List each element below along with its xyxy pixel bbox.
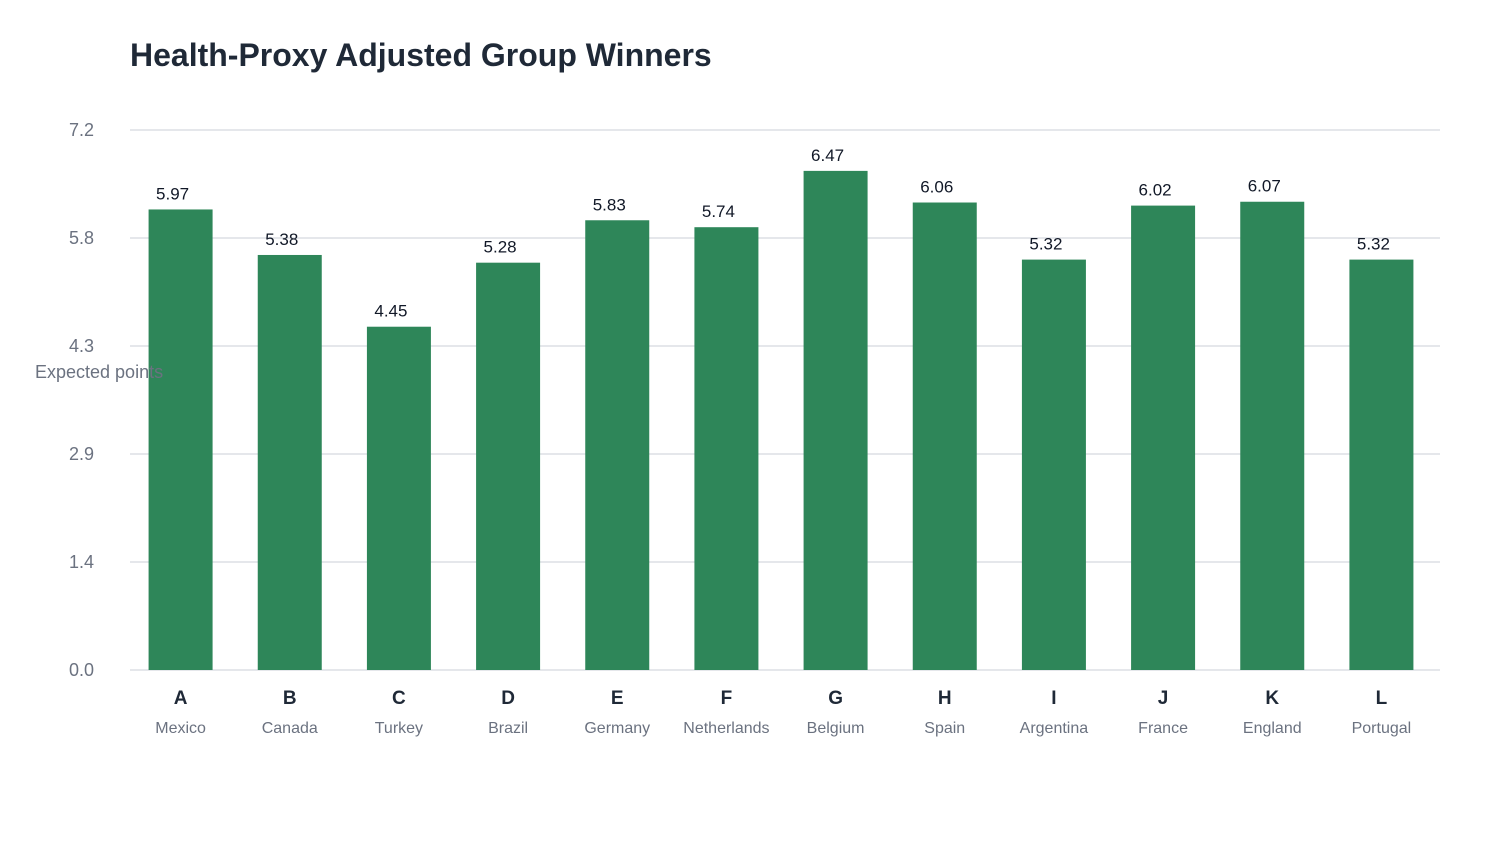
x-tick-label: L bbox=[1376, 688, 1388, 709]
x-tick-label: K bbox=[1265, 688, 1279, 709]
x-axis-ticks: A Mexico B Canada C Turkey D Brazil E Germany F Net… bbox=[155, 688, 1411, 737]
x-tick-label: H bbox=[938, 688, 952, 709]
data-label: 5.32 bbox=[1029, 235, 1062, 254]
bar-h bbox=[912, 202, 977, 670]
data-label: 6.47 bbox=[811, 146, 844, 165]
x-tick-label: E bbox=[611, 688, 624, 709]
data-label: 6.02 bbox=[1139, 181, 1172, 200]
x-tick-label: G bbox=[828, 688, 843, 709]
grid-lines bbox=[130, 129, 1440, 671]
bar-g bbox=[803, 170, 868, 670]
data-labels: 5.97 5.38 4.45 5.28 5.83 5.74 6.47 6.06 5.32 6.02… bbox=[156, 146, 1390, 321]
x-tick-label: I bbox=[1051, 688, 1056, 709]
y-tick-label: 0.0 bbox=[69, 660, 94, 680]
y-tick-label: 4.3 bbox=[69, 336, 94, 356]
bar-a bbox=[148, 209, 213, 670]
data-label: 6.06 bbox=[920, 178, 953, 197]
y-tick-label: 1.4 bbox=[69, 552, 94, 572]
data-label: 5.97 bbox=[156, 184, 189, 203]
y-tick-label: 7.2 bbox=[69, 120, 94, 140]
x-team-label: Portugal bbox=[1352, 720, 1412, 737]
data-label: 5.32 bbox=[1357, 235, 1390, 254]
x-tick-label: F bbox=[721, 688, 733, 709]
data-label: 6.07 bbox=[1248, 177, 1281, 196]
data-label: 5.38 bbox=[265, 230, 298, 249]
x-team-label: Germany bbox=[584, 720, 650, 737]
x-tick-label: A bbox=[174, 688, 188, 709]
bar-l bbox=[1349, 259, 1414, 670]
bar-e bbox=[585, 220, 650, 670]
bar-d bbox=[476, 262, 541, 670]
y-tick-label: 5.8 bbox=[69, 228, 94, 248]
bars bbox=[148, 170, 1414, 670]
x-team-label: Belgium bbox=[807, 720, 865, 737]
x-tick-label: C bbox=[392, 688, 406, 709]
bar-i bbox=[1021, 259, 1086, 670]
bar-b bbox=[257, 254, 322, 670]
bar-k bbox=[1240, 201, 1305, 670]
y-axis-ticks: 0.0 1.4 2.9 4.3 5.8 7.2 bbox=[69, 120, 94, 680]
chart-title: Health-Proxy Adjusted Group Winners bbox=[130, 37, 712, 73]
x-team-label: England bbox=[1243, 720, 1302, 737]
x-team-label: France bbox=[1138, 720, 1188, 737]
y-axis-label: Expected points bbox=[35, 362, 163, 382]
bar-f bbox=[694, 227, 759, 670]
x-team-label: Argentina bbox=[1020, 720, 1089, 737]
x-team-label: Spain bbox=[924, 720, 965, 737]
bar-j bbox=[1131, 205, 1196, 670]
y-tick-label: 2.9 bbox=[69, 444, 94, 464]
data-label: 5.28 bbox=[484, 238, 517, 257]
x-team-label: Turkey bbox=[375, 720, 423, 737]
x-team-label: Canada bbox=[262, 720, 318, 737]
x-tick-label: B bbox=[283, 688, 297, 709]
x-tick-label: D bbox=[501, 688, 515, 709]
x-team-label: Brazil bbox=[488, 720, 528, 737]
x-team-label: Mexico bbox=[155, 720, 206, 737]
bar-c bbox=[366, 326, 431, 670]
data-label: 5.74 bbox=[702, 202, 735, 221]
data-label: 5.83 bbox=[593, 195, 626, 214]
data-label: 4.45 bbox=[374, 302, 407, 321]
x-team-label: Netherlands bbox=[683, 720, 769, 737]
x-tick-label: J bbox=[1158, 688, 1169, 709]
